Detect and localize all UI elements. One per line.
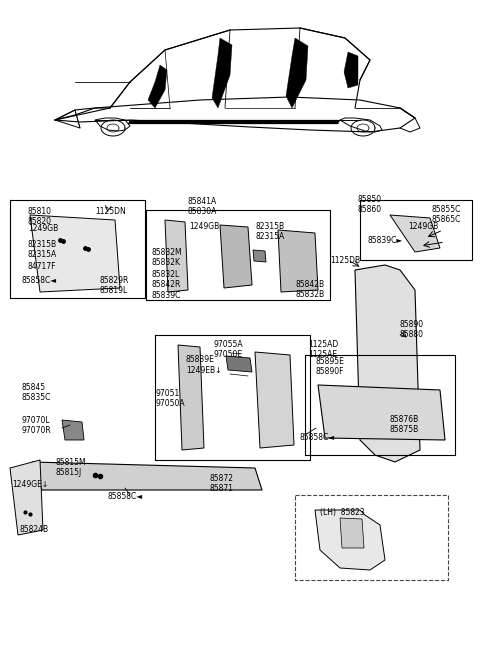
Polygon shape <box>315 510 385 570</box>
Polygon shape <box>286 38 308 108</box>
Text: 84717F: 84717F <box>28 262 57 271</box>
Text: 82315B
82315A: 82315B 82315A <box>256 222 285 241</box>
Polygon shape <box>128 120 340 124</box>
Text: 1249GE↓: 1249GE↓ <box>12 480 48 489</box>
Polygon shape <box>30 215 120 292</box>
Text: 85829R
85819L: 85829R 85819L <box>100 276 130 295</box>
Text: 1249GB: 1249GB <box>189 222 219 231</box>
Polygon shape <box>148 65 167 108</box>
Polygon shape <box>255 352 294 448</box>
Polygon shape <box>253 250 266 262</box>
Text: 85810
85820: 85810 85820 <box>28 207 52 227</box>
Text: 85876B
85875B: 85876B 85875B <box>390 415 419 434</box>
Text: 85858C◄: 85858C◄ <box>22 276 57 285</box>
Text: 85845
85835C: 85845 85835C <box>22 383 51 402</box>
Text: 1249GB: 1249GB <box>408 222 438 231</box>
Text: 82315B
82315A: 82315B 82315A <box>28 240 57 260</box>
Text: 97051
97050A: 97051 97050A <box>155 389 185 408</box>
Text: 85890
85880: 85890 85880 <box>400 320 424 339</box>
Text: 97070L
97070R: 97070L 97070R <box>22 416 52 435</box>
Polygon shape <box>178 345 204 450</box>
Polygon shape <box>355 265 420 462</box>
Polygon shape <box>278 230 318 292</box>
Text: 85839C►: 85839C► <box>368 236 403 245</box>
Text: 85850
85860: 85850 85860 <box>358 195 382 214</box>
Polygon shape <box>220 225 252 288</box>
Text: 1125DN: 1125DN <box>95 207 126 216</box>
Text: 85815M
85815J: 85815M 85815J <box>55 458 85 478</box>
Text: 85895E
85890F: 85895E 85890F <box>315 357 344 376</box>
Text: 85841A
85830A: 85841A 85830A <box>187 197 216 216</box>
Text: 85832L
85842R
85839C: 85832L 85842R 85839C <box>152 270 181 300</box>
Polygon shape <box>62 420 84 440</box>
Text: 85832M
85832K: 85832M 85832K <box>152 248 182 267</box>
Text: 85842B
85832B: 85842B 85832B <box>295 280 324 299</box>
Text: (LH)  85823: (LH) 85823 <box>320 508 365 517</box>
Text: 85858C◄: 85858C◄ <box>108 492 143 501</box>
Text: 85855C
85865C: 85855C 85865C <box>432 205 461 225</box>
Polygon shape <box>95 118 130 131</box>
Polygon shape <box>318 385 445 440</box>
Polygon shape <box>226 356 252 372</box>
Text: 85839E: 85839E <box>186 355 215 364</box>
Text: 97055A
97050E: 97055A 97050E <box>213 340 242 360</box>
Text: 1125AD
1125AE: 1125AD 1125AE <box>308 340 338 360</box>
Polygon shape <box>212 38 232 108</box>
Polygon shape <box>340 518 364 548</box>
Polygon shape <box>390 215 440 252</box>
Polygon shape <box>344 52 358 88</box>
Text: 85824B: 85824B <box>20 525 49 534</box>
Polygon shape <box>10 460 43 535</box>
Polygon shape <box>165 220 188 292</box>
Text: 85858C◄: 85858C◄ <box>300 433 335 442</box>
Text: 1249EB↓: 1249EB↓ <box>186 366 221 375</box>
Polygon shape <box>32 462 262 490</box>
Text: 85872
85871: 85872 85871 <box>210 474 234 493</box>
Text: 1125DB: 1125DB <box>330 256 360 265</box>
Polygon shape <box>340 118 382 132</box>
Text: 1249GB: 1249GB <box>28 224 58 233</box>
